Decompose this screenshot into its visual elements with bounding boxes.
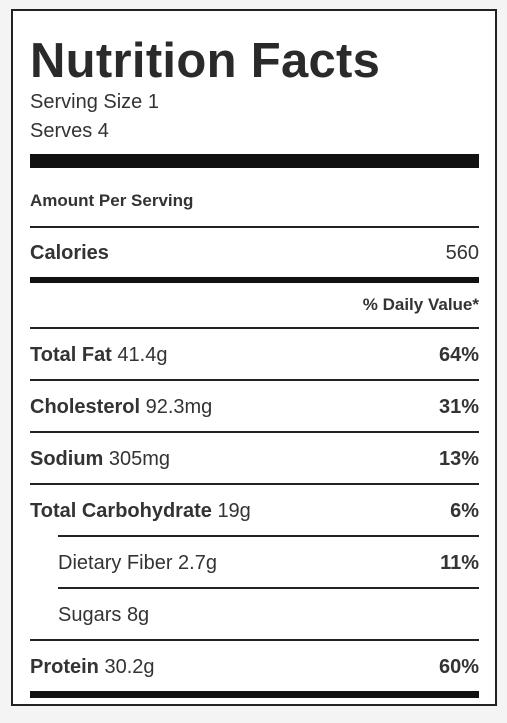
amount-per-serving: Amount Per Serving [30,191,194,210]
nutrient-percent: 11% [440,551,479,574]
nutrient-name: Sugars [58,603,122,626]
divider [30,226,479,228]
label-title: Nutrition Facts [30,34,381,88]
calories-label: Calories [30,241,109,264]
nutrient-name: Cholesterol [30,395,141,418]
nutrient-row-sodium: Sodium 305mg 13% [30,447,479,471]
divider [30,431,479,433]
servings-count: Serves 4 [30,120,109,142]
nutrient-name-amount: Sodium 305mg [30,448,170,471]
bottom-divider [30,691,479,698]
serving-size: Serving Size 1 [30,91,159,113]
nutrient-amount-line: Dietary Fiber 2.7g [58,552,217,575]
nutrient-percent: 13% [438,447,479,470]
nutrient-percent: 60% [438,655,479,678]
divider [30,639,479,641]
nutrition-label-content: Nutrition Facts Serving Size 1 Serves 4 … [30,11,479,704]
nutrient-name-amount: Cholesterol 92.3mg [30,396,212,419]
divider [30,379,479,381]
nutrient-amount: 8g [126,603,150,626]
nutrient-amount: 30.2g [104,655,155,678]
calories-value: 560 [445,241,479,264]
nutrient-percent: 31% [438,395,479,418]
nutrient-name-amount: Protein 30.2g [30,656,155,679]
divider [58,535,479,537]
divider [58,587,479,589]
nutrient-name: Protein [30,655,99,678]
divider [30,327,479,329]
nutrient-row-total-fat: Total Fat 41.4g 64% [30,343,479,367]
nutrient-name-amount: Total Carbohydrate 19g [30,500,251,523]
nutrient-amount: 41.4g [117,343,168,366]
nutrient-name: Sodium [30,447,104,470]
divider [30,483,479,485]
nutrient-row-total-carbohydrate: Total Carbohydrate 19g 6% [30,499,479,523]
nutrient-amount: 19g [217,499,251,522]
nutrient-percent: 6% [450,499,479,522]
nutrient-name: Dietary Fiber [58,551,173,574]
daily-value-header: % Daily Value* [362,295,479,314]
nutrient-row-protein: Protein 30.2g 60% [30,655,479,679]
nutrient-amount: 92.3mg [145,395,213,418]
thick-divider [30,154,479,168]
nutrient-amount-line: Sugars 8g [58,604,149,627]
nutrition-label: Nutrition Facts Serving Size 1 Serves 4 … [11,9,497,706]
nutrient-name: Total Carbohydrate [30,499,212,522]
nutrient-row-sugars: Sugars 8g [58,603,479,627]
nutrient-amount: 2.7g [178,551,217,574]
nutrient-amount: 305mg [108,447,171,470]
calories-row: Calories 560 [30,241,479,265]
nutrient-row-dietary-fiber: Dietary Fiber 2.7g 11% [58,551,479,575]
nutrient-name: Total Fat [30,343,112,366]
medium-divider [30,277,479,283]
nutrient-row-cholesterol: Cholesterol 92.3mg 31% [30,395,479,419]
nutrient-percent: 64% [438,343,479,366]
nutrient-name-amount: Total Fat 41.4g [30,344,167,367]
